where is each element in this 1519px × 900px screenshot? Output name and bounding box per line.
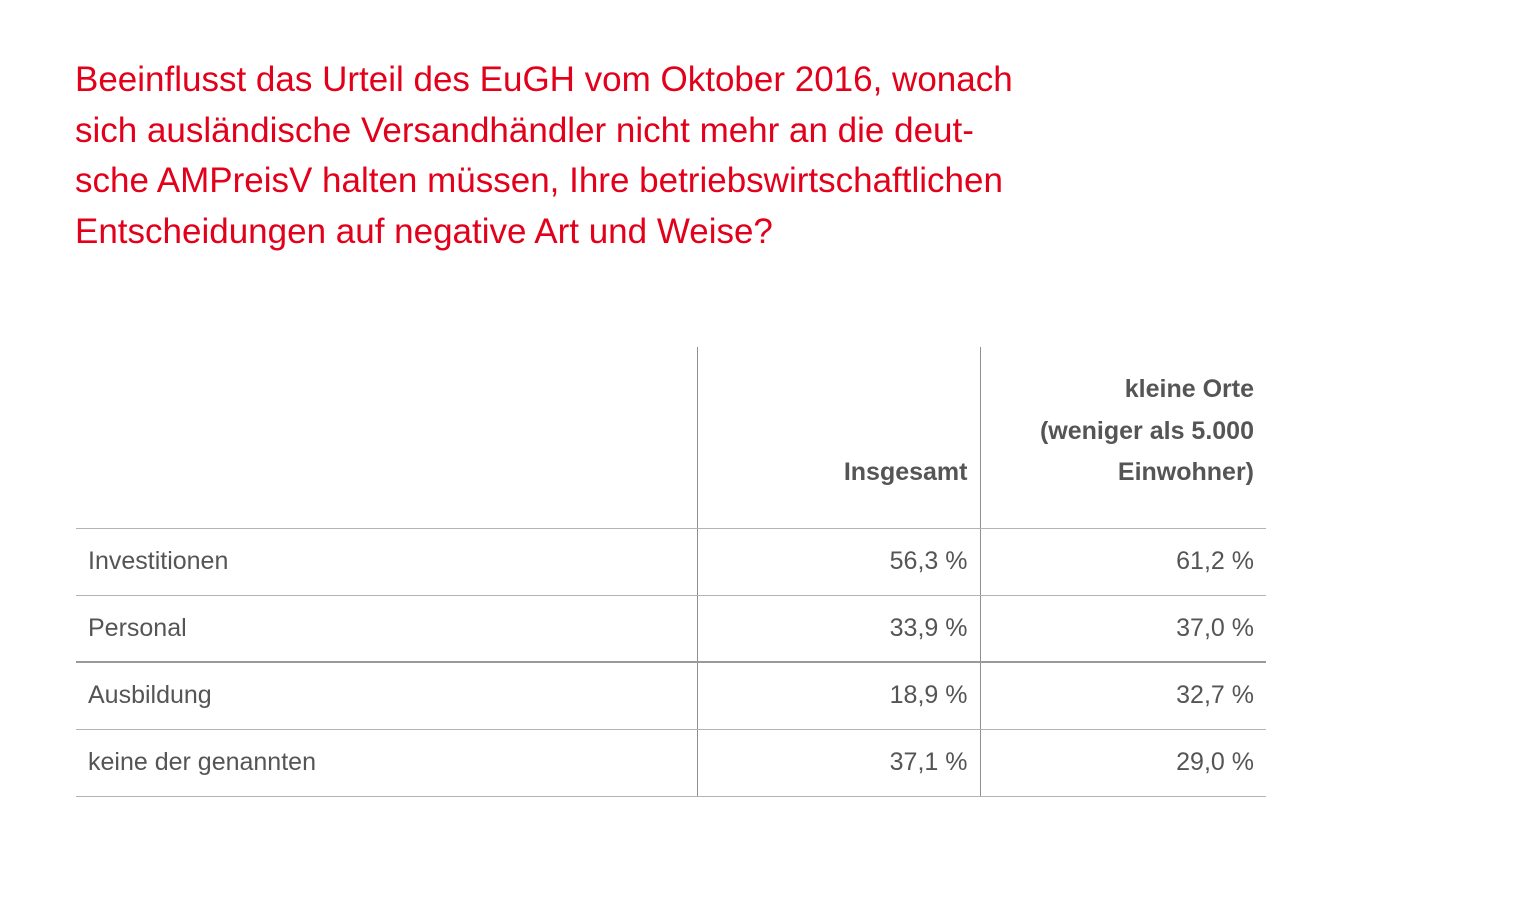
value-cell: 56,3 %	[696, 528, 980, 596]
table-row: Investitionen 56,3 % 61,2 %	[76, 528, 1266, 596]
column-header-insgesamt: Insgesamt	[696, 347, 980, 529]
value-cell: 18,9 %	[696, 662, 980, 730]
value-cell: 61,2 %	[979, 528, 1266, 596]
value-cell: 33,9 %	[696, 595, 980, 663]
data-table: Insgesamt kleine Orte (weniger als 5.000…	[76, 347, 1266, 797]
row-label: Personal	[76, 595, 697, 663]
table-row: keine der genannten 37,1 % 29,0 %	[76, 729, 1266, 797]
column-header-kleine-orte: kleine Orte (weniger als 5.000 Einwohner…	[979, 347, 1266, 529]
table-row: Personal 33,9 % 37,0 %	[76, 595, 1266, 663]
row-label: Ausbildung	[76, 662, 697, 730]
data-table-container: Insgesamt kleine Orte (weniger als 5.000…	[76, 347, 1266, 797]
column-header-line: Einwohner)	[1117, 458, 1254, 486]
value-cell: 37,0 %	[979, 595, 1266, 663]
title-line: Entscheidungen auf negative Art und Weis…	[75, 211, 773, 251]
header-empty-cell	[76, 347, 697, 529]
table-row: Ausbildung 18,9 % 32,7 %	[76, 662, 1266, 730]
title-line: sich ausländische Versandhändler nicht m…	[75, 110, 974, 150]
column-header-line: (weniger als 5.000	[1039, 416, 1254, 445]
value-cell: 32,7 %	[979, 662, 1266, 730]
title-line: sche AMPreisV halten müssen, Ihre betrie…	[75, 161, 1003, 200]
column-header-line: kleine Orte	[1124, 375, 1254, 403]
table-header-row: Insgesamt kleine Orte (weniger als 5.000…	[76, 347, 1266, 529]
row-label: Investitionen	[76, 528, 697, 596]
column-header-line: Insgesamt	[843, 458, 968, 486]
chart-title: Beeinflusst das Urteil des EuGH vom Okto…	[75, 55, 1175, 257]
row-label: keine der genannten	[76, 729, 697, 797]
value-cell: 37,1 %	[696, 729, 980, 797]
value-cell: 29,0 %	[979, 729, 1266, 797]
title-line: Beeinflusst das Urteil des EuGH vom Okto…	[75, 60, 1013, 99]
